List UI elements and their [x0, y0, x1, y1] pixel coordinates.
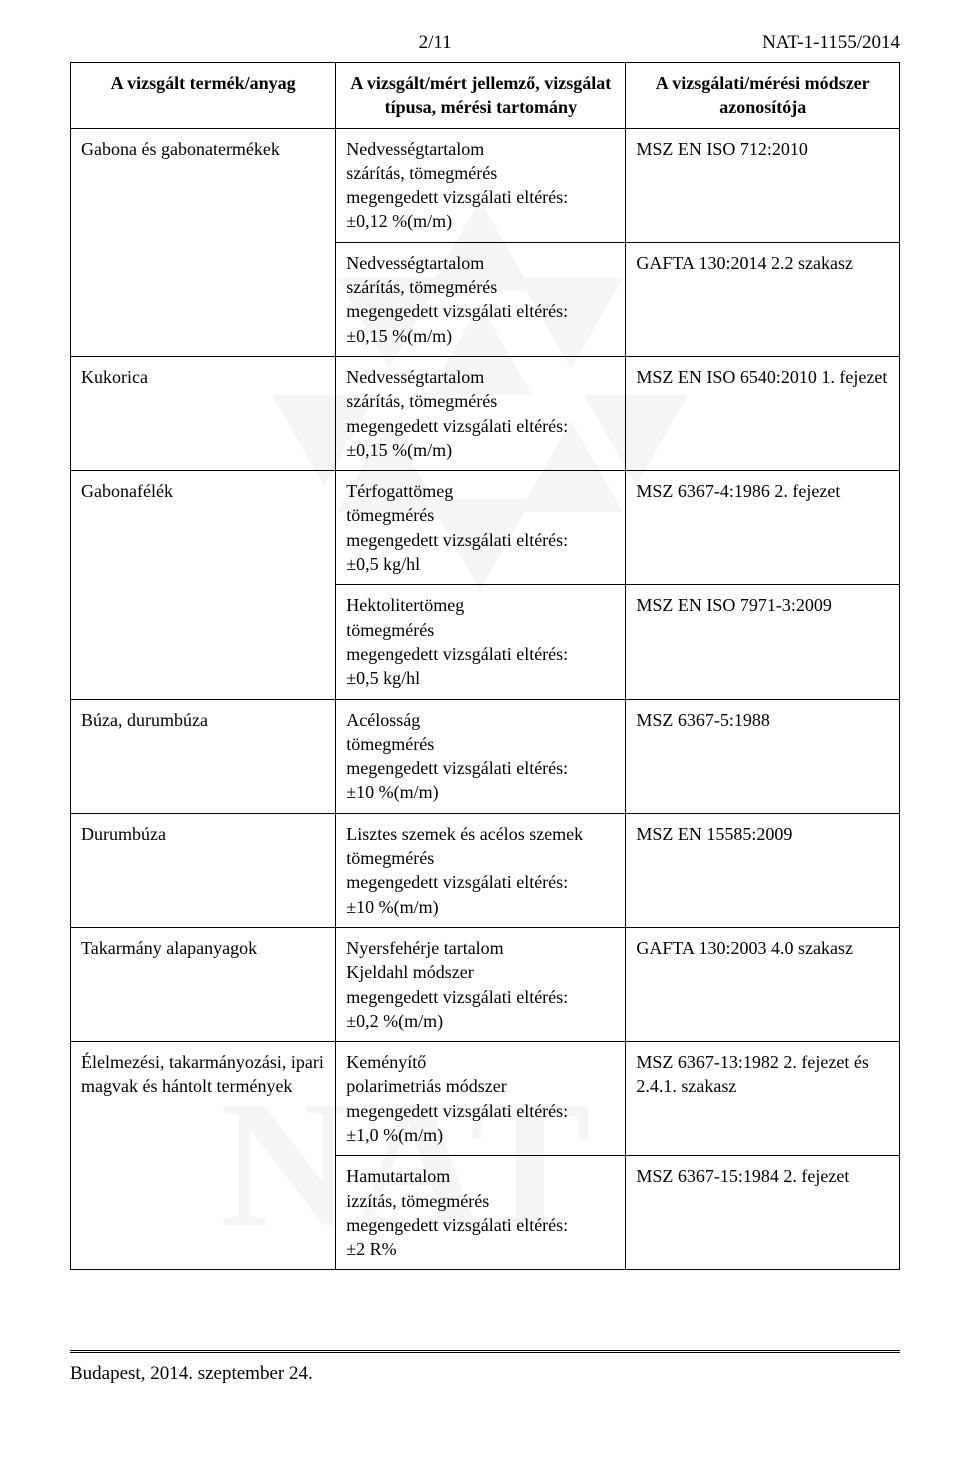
- table-row: GabonafélékTérfogattömeg tömegmérés mege…: [71, 471, 900, 585]
- cell-characteristic: Lisztes szemek és acélos szemek tömegmér…: [336, 813, 626, 927]
- cell-characteristic: Térfogattömeg tömegmérés megengedett viz…: [336, 471, 626, 585]
- cell-characteristic: Nedvességtartalom szárítás, tömegmérés m…: [336, 356, 626, 470]
- cell-product: Gabona és gabonatermékek: [71, 128, 336, 356]
- cell-characteristic: Hektolitertömeg tömegmérés megengedett v…: [336, 585, 626, 699]
- col-header-characteristic: A vizsgált/mért jellemző, vizsgálat típu…: [336, 63, 626, 129]
- col-header-method: A vizsgálati/mérési módszer azonosítója: [626, 63, 900, 129]
- col-header-product: A vizsgált termék/anyag: [71, 63, 336, 129]
- table-row: KukoricaNedvességtartalom szárítás, töme…: [71, 356, 900, 470]
- cell-characteristic: Nedvességtartalom szárítás, tömegmérés m…: [336, 128, 626, 242]
- cell-product: Takarmány alapanyagok: [71, 927, 336, 1041]
- document-id: NAT-1-1155/2014: [762, 32, 900, 54]
- table-row: DurumbúzaLisztes szemek és acélos szemek…: [71, 813, 900, 927]
- cell-characteristic: Keményítő polarimetriás módszer megenged…: [336, 1042, 626, 1156]
- cell-product: Gabonafélék: [71, 471, 336, 699]
- table-row: Gabona és gabonatermékekNedvességtartalo…: [71, 128, 900, 242]
- cell-method: MSZ EN ISO 7971-3:2009: [626, 585, 900, 699]
- cell-method: MSZ 6367-5:1988: [626, 699, 900, 813]
- cell-method: MSZ EN 15585:2009: [626, 813, 900, 927]
- table-row: Takarmány alapanyagokNyersfehérje tartal…: [71, 927, 900, 1041]
- cell-method: MSZ EN ISO 712:2010: [626, 128, 900, 242]
- cell-product: Élelmezési, takarmányozási, ipari magvak…: [71, 1042, 336, 1270]
- footer-text: Budapest, 2014. szeptember 24.: [70, 1363, 900, 1385]
- cell-characteristic: Nedvességtartalom szárítás, tömegmérés m…: [336, 242, 626, 356]
- cell-product: Kukorica: [71, 356, 336, 470]
- cell-method: MSZ 6367-15:1984 2. fejezet: [626, 1156, 900, 1270]
- cell-method: GAFTA 130:2014 2.2 szakasz: [626, 242, 900, 356]
- cell-product: Búza, durumbúza: [71, 699, 336, 813]
- cell-method: MSZ 6367-13:1982 2. fejezet és 2.4.1. sz…: [626, 1042, 900, 1156]
- cell-characteristic: Acélosság tömegmérés megengedett vizsgál…: [336, 699, 626, 813]
- table-row: Búza, durumbúzaAcélosság tömegmérés mege…: [71, 699, 900, 813]
- page-number: 2/11: [419, 32, 452, 54]
- cell-product: Durumbúza: [71, 813, 336, 927]
- table-header-row: A vizsgált termék/anyag A vizsgált/mért …: [71, 63, 900, 129]
- footer-rule: [70, 1350, 900, 1353]
- table-row: Élelmezési, takarmányozási, ipari magvak…: [71, 1042, 900, 1156]
- page-header: 2/11 NAT-1-1155/2014: [70, 32, 900, 54]
- spec-table: A vizsgált termék/anyag A vizsgált/mért …: [70, 62, 900, 1270]
- cell-method: MSZ 6367-4:1986 2. fejezet: [626, 471, 900, 585]
- cell-characteristic: Hamutartalom izzítás, tömegmérés megenge…: [336, 1156, 626, 1270]
- cell-characteristic: Nyersfehérje tartalom Kjeldahl módszer m…: [336, 927, 626, 1041]
- cell-method: GAFTA 130:2003 4.0 szakasz: [626, 927, 900, 1041]
- cell-method: MSZ EN ISO 6540:2010 1. fejezet: [626, 356, 900, 470]
